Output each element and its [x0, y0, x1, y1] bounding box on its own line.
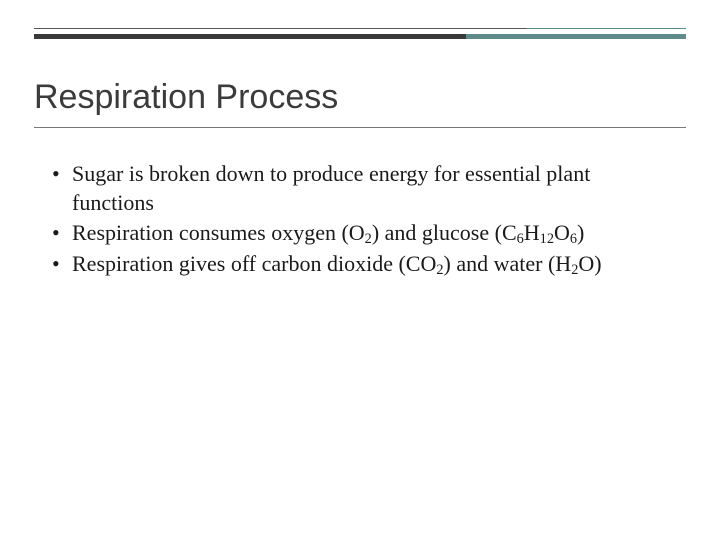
header-rule-accent-thick: [466, 34, 686, 39]
slide-title: Respiration Process: [34, 78, 686, 128]
header-rule-accent-thin: [526, 28, 686, 29]
slide-body: Sugar is broken down to produce energy f…: [52, 160, 668, 280]
bullet-item: Respiration consumes oxygen (O2) and glu…: [52, 219, 668, 248]
bullet-item: Sugar is broken down to produce energy f…: [52, 160, 668, 217]
bullet-item: Respiration gives off carbon dioxide (CO…: [52, 250, 668, 279]
header-decorative-rule: [34, 28, 686, 42]
